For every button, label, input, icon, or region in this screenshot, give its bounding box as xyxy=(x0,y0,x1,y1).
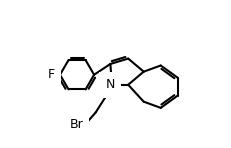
Text: N: N xyxy=(105,78,115,91)
Text: F: F xyxy=(47,68,54,81)
Text: Br: Br xyxy=(69,118,83,131)
